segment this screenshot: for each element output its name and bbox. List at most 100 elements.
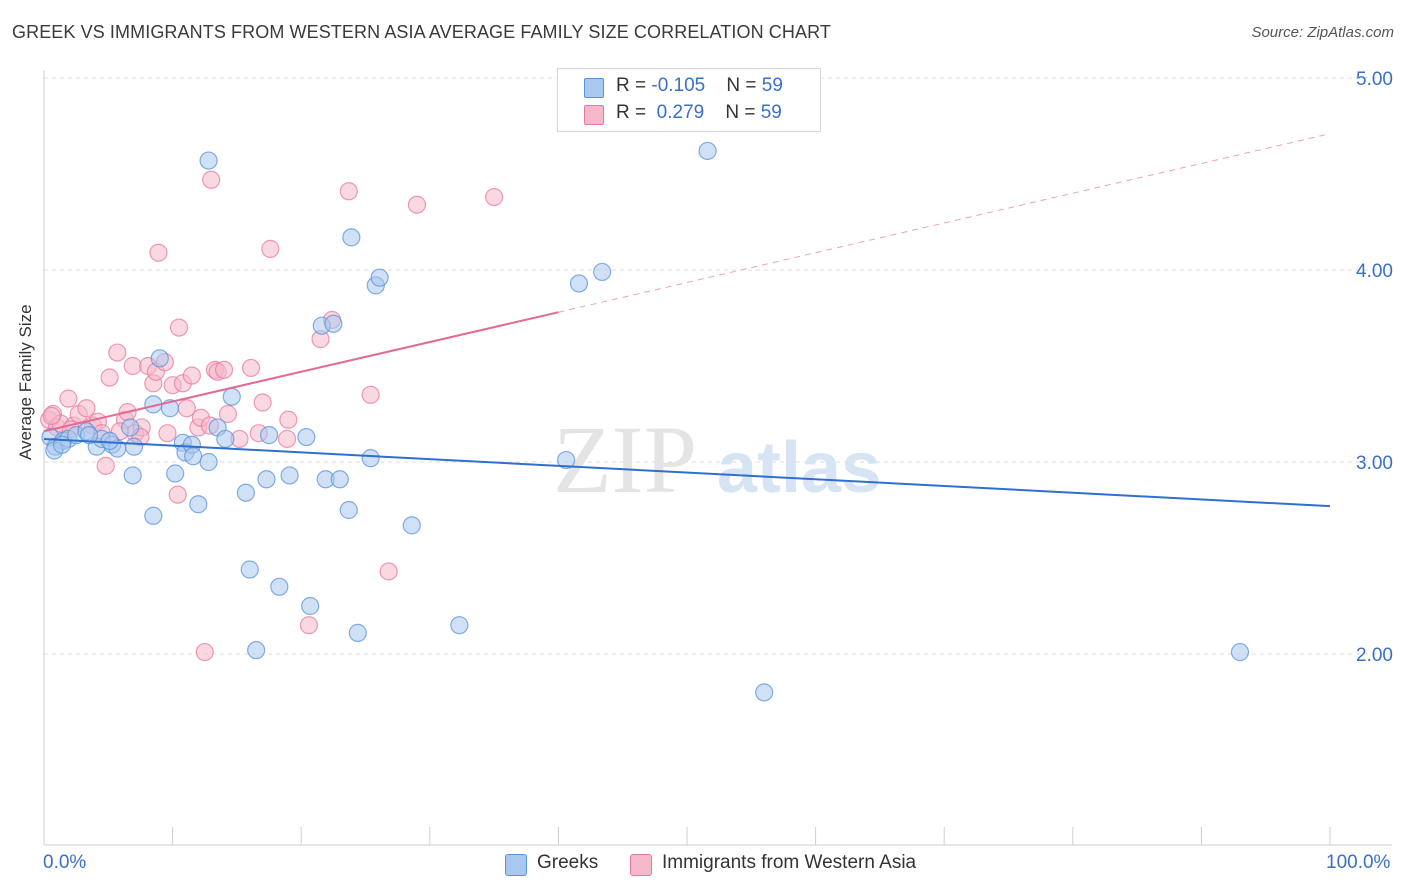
point-greeks: [593, 262, 612, 282]
point-greeks: [280, 466, 299, 485]
point-greeks: [189, 495, 208, 514]
point-immigrants: [100, 368, 119, 387]
point-immigrants: [261, 239, 280, 258]
point-greeks: [270, 577, 289, 596]
point-immigrants: [241, 358, 261, 378]
watermark-zip: ZIP: [553, 406, 697, 513]
trend-line-greeks: [43, 437, 1331, 508]
point-greeks: [144, 506, 163, 525]
point-greeks: [450, 616, 469, 635]
legend-swatch-immigrants: [584, 105, 604, 125]
point-immigrants: [485, 187, 504, 207]
point-greeks: [339, 500, 358, 520]
bottom-legend-swatch-greeks: [505, 854, 527, 876]
point-greeks: [199, 151, 218, 170]
y-tick-labels: 2.00 3.00 4.00 5.00: [1356, 69, 1393, 666]
legend-r-value: 0.279: [656, 102, 705, 123]
point-greeks: [402, 516, 421, 535]
point-immigrants: [59, 389, 78, 408]
point-immigrants: [214, 360, 234, 379]
point-greeks: [121, 418, 140, 437]
point-greeks: [150, 349, 169, 368]
y-tick-label: 3.00: [1356, 453, 1393, 474]
trend-lines: [43, 133, 1331, 508]
point-greeks: [79, 426, 99, 445]
bottom-legend-swatch-immigrants: [630, 854, 652, 876]
series-greeks-points: [41, 141, 1250, 702]
trend-line-immigrants: [43, 311, 559, 433]
point-greeks: [324, 314, 343, 333]
legend-swatch-greeks: [584, 78, 604, 98]
point-greeks: [199, 452, 218, 472]
point-greeks: [247, 641, 266, 660]
point-immigrants: [218, 404, 237, 424]
point-greeks: [330, 470, 349, 489]
point-greeks: [342, 228, 361, 247]
legend-n-value: 59: [761, 75, 783, 96]
bottom-legend-label-immigrants: Immigrants from Western Asia: [662, 852, 917, 873]
legend-n-value: 59: [760, 102, 782, 123]
point-immigrants: [169, 318, 189, 337]
bottom-legend-label-greeks: Greeks: [537, 852, 599, 873]
point-greeks: [297, 427, 316, 447]
point-greeks: [698, 141, 717, 161]
point-greeks: [557, 450, 576, 470]
x-tick-label-max: 100.0%: [1326, 852, 1391, 873]
grid-lines: [44, 77, 1392, 655]
point-greeks: [166, 464, 185, 483]
point-greeks: [240, 560, 259, 579]
point-greeks: [100, 431, 119, 450]
point-immigrants: [202, 170, 221, 189]
y-axis-label: Average Family Size: [16, 304, 35, 460]
correlation-legend: R = -0.105 N = 59 R = 0.279 N = 59: [557, 68, 821, 132]
chart-title: GREEK VS IMMIGRANTS FROM WESTERN ASIA AV…: [12, 22, 831, 42]
point-immigrants: [195, 642, 214, 662]
y-tick-label: 2.00: [1356, 645, 1393, 666]
point-greeks: [222, 387, 241, 406]
point-greeks: [1230, 642, 1250, 662]
legend-n-label: N =: [726, 75, 762, 96]
point-immigrants: [277, 429, 297, 449]
point-immigrants: [108, 343, 127, 362]
point-immigrants: [77, 399, 96, 418]
point-greeks: [361, 449, 380, 468]
point-immigrants: [96, 456, 115, 475]
point-greeks: [236, 483, 256, 502]
point-greeks: [123, 466, 142, 485]
point-greeks: [259, 426, 279, 445]
point-immigrants: [253, 393, 272, 412]
watermark-atlas: atlas: [717, 428, 881, 508]
point-greeks: [348, 623, 367, 642]
point-immigrants: [42, 406, 61, 426]
point-immigrants: [168, 485, 187, 504]
trend-line-immigrants-extension: [558, 133, 1331, 313]
point-immigrants: [182, 366, 201, 385]
point-immigrants: [149, 243, 168, 262]
point-greeks: [569, 274, 589, 293]
legend-n-label: N =: [725, 102, 761, 123]
y-tick-label: 5.00: [1356, 69, 1393, 90]
point-immigrants: [158, 424, 177, 443]
point-greeks: [184, 447, 203, 466]
point-immigrants: [407, 195, 427, 214]
point-immigrants: [279, 410, 298, 429]
y-tick-label: 4.00: [1356, 261, 1393, 282]
x-tick-label-min: 0.0%: [43, 852, 87, 873]
point-greeks: [216, 429, 235, 449]
point-immigrants: [361, 385, 380, 404]
axes: [43, 70, 1392, 846]
chart-source: Source: ZipAtlas.com: [1251, 24, 1394, 41]
point-greeks: [301, 596, 320, 616]
point-greeks: [370, 268, 389, 287]
point-greeks: [124, 437, 144, 456]
point-immigrants: [339, 182, 358, 201]
watermark: ZIP atlas: [553, 406, 881, 513]
point-greeks: [755, 683, 774, 702]
legend-r-label: R =: [616, 102, 652, 123]
legend-r-label: R =: [616, 75, 652, 96]
legend-r-value: -0.105: [651, 75, 706, 96]
point-greeks: [257, 470, 276, 489]
point-immigrants: [123, 356, 142, 376]
series-immigrants-points: [40, 170, 504, 662]
